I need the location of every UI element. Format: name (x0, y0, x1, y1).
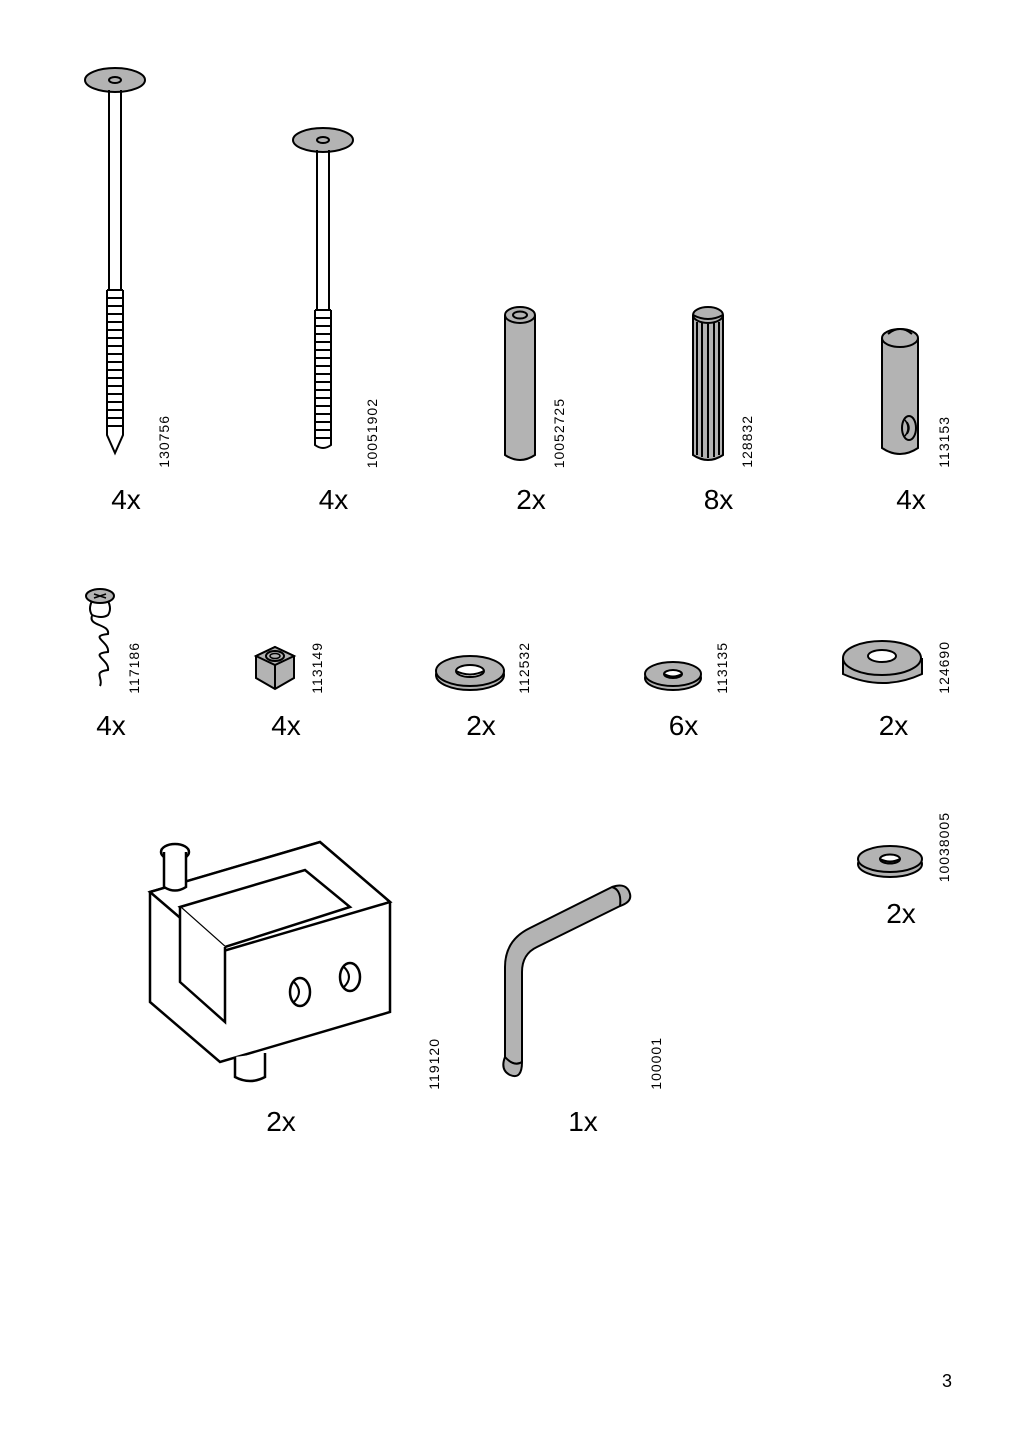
part-number: 128832 (739, 415, 755, 468)
bolt-long-pointed-icon (80, 60, 150, 470)
part-qty: 8x (704, 484, 734, 516)
part-item: 100001 1x (502, 872, 664, 1138)
part-number: 124690 (936, 641, 952, 694)
part-qty: 2x (466, 710, 496, 742)
parts-row-2: 117186 4x 113149 4x (80, 586, 952, 742)
part-number: 113149 (309, 642, 325, 694)
part-qty: 2x (266, 1106, 296, 1138)
part-item: 113149 4x (248, 641, 325, 742)
part-number: 113153 (936, 416, 952, 468)
part-qty: 2x (886, 898, 916, 930)
part-number: 130756 (156, 415, 172, 468)
manual-page: 130756 4x 10051902 4x (0, 0, 1012, 1432)
part-number: 10038005 (936, 812, 952, 882)
part-item: 10051902 4x (288, 120, 380, 516)
part-qty: 4x (111, 484, 141, 516)
parts-row-3: 119120 2x 100001 1x (80, 812, 952, 1138)
part-item: 130756 4x (80, 60, 172, 516)
part-qty: 1x (568, 1106, 598, 1138)
u-bracket-icon (120, 812, 420, 1092)
part-item: 117186 4x (80, 586, 142, 742)
part-item: 124690 2x (835, 636, 952, 742)
part-item: 119120 2x (120, 812, 442, 1138)
part-item: 113135 6x (638, 642, 730, 742)
part-number: 10051902 (364, 398, 380, 468)
part-number: 100001 (648, 1037, 664, 1090)
part-item: 113153 4x (870, 320, 952, 516)
part-qty: 4x (96, 710, 126, 742)
part-number: 112532 (516, 642, 532, 694)
part-item: 128832 8x (683, 300, 755, 516)
washer-thick-icon (835, 636, 930, 696)
part-qty: 6x (669, 710, 699, 742)
part-item: 112532 2x (430, 642, 532, 742)
hex-nut-icon (248, 641, 303, 696)
washer-small-hole-icon (850, 839, 930, 884)
part-number: 117186 (126, 642, 142, 694)
part-qty: 2x (879, 710, 909, 742)
part-qty: 4x (319, 484, 349, 516)
part-number: 119120 (426, 1038, 442, 1090)
washer-large-hole-icon (430, 651, 510, 696)
part-qty: 4x (271, 710, 301, 742)
part-item: 10052725 2x (495, 300, 567, 516)
washer-small-hole-icon (638, 656, 708, 696)
cap-nut-icon (870, 320, 930, 470)
screw-icon (80, 586, 120, 696)
page-number: 3 (942, 1371, 952, 1392)
part-number: 10052725 (551, 398, 567, 468)
parts-row-1: 130756 4x 10051902 4x (80, 60, 952, 516)
part-number: 113135 (714, 642, 730, 694)
dowel-plain-icon (495, 300, 545, 470)
part-qty: 2x (516, 484, 546, 516)
allen-key-icon (502, 872, 642, 1092)
part-item: 10038005 2x (850, 812, 952, 930)
part-qty: 4x (896, 484, 926, 516)
dowel-ribbed-icon (683, 300, 733, 470)
bolt-long-flat-icon (288, 120, 358, 470)
